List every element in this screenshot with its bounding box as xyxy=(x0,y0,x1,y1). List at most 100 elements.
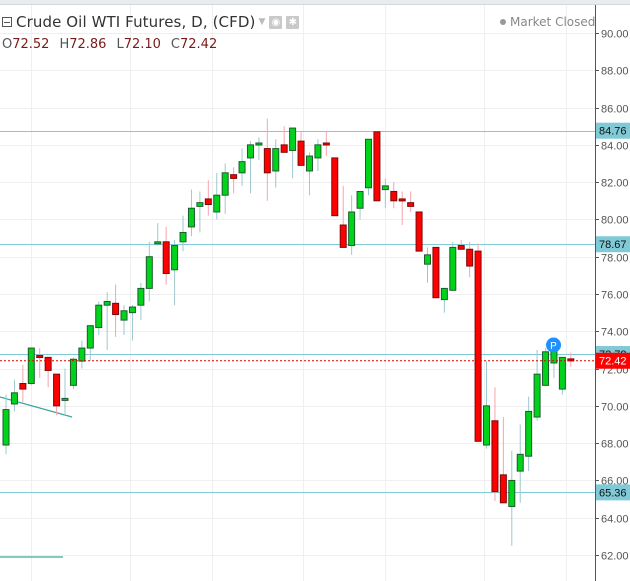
candle-body[interactable] xyxy=(204,198,212,206)
axis-tick-label: 86.00 xyxy=(601,104,629,116)
candle-body[interactable] xyxy=(10,392,18,405)
candle-body[interactable] xyxy=(508,479,516,508)
candle-body[interactable] xyxy=(2,409,10,446)
candle-body[interactable] xyxy=(27,347,35,384)
candle-body[interactable] xyxy=(466,248,474,267)
candle-body[interactable] xyxy=(213,194,221,213)
candle-body[interactable] xyxy=(221,172,229,196)
candle-body[interactable] xyxy=(112,302,120,316)
candle-body[interactable] xyxy=(398,198,406,202)
candle-body[interactable] xyxy=(120,310,128,321)
eye-icon[interactable]: ◉ xyxy=(269,15,283,29)
level-price-label: 78.67 xyxy=(599,239,627,251)
candle-body[interactable] xyxy=(390,190,398,202)
candle-body[interactable] xyxy=(95,304,103,329)
chart-legend: Crude Oil WTI Futures, D, (CFD) ▼ ◉ ✱ xyxy=(2,13,300,31)
candle-body[interactable] xyxy=(381,185,389,191)
axis-tick-label: 76.00 xyxy=(601,290,629,302)
axis-tick-label: 88.00 xyxy=(601,66,629,78)
level-price-label: 65.36 xyxy=(599,487,627,499)
candle-body[interactable] xyxy=(305,155,313,172)
p-badge-label: P xyxy=(550,341,557,352)
caret-down-icon[interactable]: ▼ xyxy=(258,17,266,27)
candle-body[interactable] xyxy=(474,250,482,442)
candle-body[interactable] xyxy=(162,241,170,274)
axis-tick-label: 68.00 xyxy=(601,439,629,451)
candle-body[interactable] xyxy=(499,474,507,504)
candle-body[interactable] xyxy=(19,382,27,390)
candle-body[interactable] xyxy=(103,300,111,306)
ohlc-high: H72.86 xyxy=(59,37,107,52)
collapse-legend-icon[interactable] xyxy=(2,17,12,27)
candle-body[interactable] xyxy=(61,397,69,401)
candle-body[interactable] xyxy=(424,254,431,265)
candle-body[interactable] xyxy=(238,161,246,174)
level-price-label: 84.76 xyxy=(599,126,627,138)
candle-body[interactable] xyxy=(516,453,524,472)
axis-tick-label: 62.00 xyxy=(601,551,629,563)
candle-body[interactable] xyxy=(154,241,162,245)
axis-tick-label: 70.00 xyxy=(601,402,629,414)
candle-body[interactable] xyxy=(364,138,372,189)
candle-body[interactable] xyxy=(280,144,288,153)
candle-body[interactable] xyxy=(356,190,364,209)
candle-body[interactable] xyxy=(373,131,381,202)
gear-icon[interactable]: ✱ xyxy=(286,15,300,29)
candle-body[interactable] xyxy=(171,245,179,271)
candle-body[interactable] xyxy=(263,148,271,174)
axis-tick-label: 74.00 xyxy=(601,327,629,339)
candle-body[interactable] xyxy=(440,287,448,301)
level-price-label-bg xyxy=(596,236,630,253)
status-dot-icon xyxy=(500,19,506,25)
candle-body[interactable] xyxy=(449,246,457,291)
candle-body[interactable] xyxy=(44,356,52,371)
candle-body[interactable] xyxy=(542,351,550,386)
candle-body[interactable] xyxy=(483,405,491,446)
candle-body[interactable] xyxy=(36,355,44,359)
candle-body[interactable] xyxy=(246,144,254,159)
ohlc-values: O72.52 H72.86 L72.10 C72.42 xyxy=(2,37,217,52)
candle-body[interactable] xyxy=(432,246,440,299)
candle-body[interactable] xyxy=(137,287,145,306)
level-price-label-bg xyxy=(596,122,630,139)
axis-tick-label: 82.00 xyxy=(601,178,629,190)
candle-body[interactable] xyxy=(145,256,153,289)
candle-body[interactable] xyxy=(289,127,297,151)
candle-body[interactable] xyxy=(230,174,238,179)
candle-body[interactable] xyxy=(533,373,541,418)
candle-body[interactable] xyxy=(567,358,575,362)
candle-body[interactable] xyxy=(255,142,263,146)
axis-tick-label: 90.00 xyxy=(601,29,629,41)
candle-body[interactable] xyxy=(407,202,415,207)
candle-body[interactable] xyxy=(457,245,465,250)
candle-body[interactable] xyxy=(339,224,347,248)
candle-body[interactable] xyxy=(491,420,499,493)
candle-body[interactable] xyxy=(196,202,204,207)
axis-tick-label: 80.00 xyxy=(601,215,629,227)
p-badge-icon[interactable] xyxy=(546,337,562,353)
candle-body[interactable] xyxy=(272,148,280,172)
symbol-title[interactable]: Crude Oil WTI Futures, D, (CFD) xyxy=(16,13,256,31)
candle-body[interactable] xyxy=(69,358,77,386)
ohlc-close: C72.42 xyxy=(170,37,218,52)
candle-body[interactable] xyxy=(297,140,305,166)
candle-body[interactable] xyxy=(187,207,195,228)
candle-body[interactable] xyxy=(179,231,187,243)
candle-body[interactable] xyxy=(322,142,330,146)
candle-body[interactable] xyxy=(331,157,339,217)
candle-body[interactable] xyxy=(415,211,423,252)
ohlc-open: O72.52 xyxy=(2,37,50,52)
current-price-label: 72.42 xyxy=(599,356,627,368)
candle-body[interactable] xyxy=(78,347,86,362)
axis-tick-label: 84.00 xyxy=(601,141,629,153)
candle-body[interactable] xyxy=(558,356,566,390)
ohlc-low: L72.10 xyxy=(116,37,161,52)
candle-body[interactable] xyxy=(314,144,322,159)
candle-body[interactable] xyxy=(348,211,356,247)
candle-body[interactable] xyxy=(525,410,533,457)
axis-tick-label: 64.00 xyxy=(601,514,629,526)
candle-body[interactable] xyxy=(53,373,61,407)
candle-body[interactable] xyxy=(86,325,94,349)
candle-body[interactable] xyxy=(128,306,136,314)
